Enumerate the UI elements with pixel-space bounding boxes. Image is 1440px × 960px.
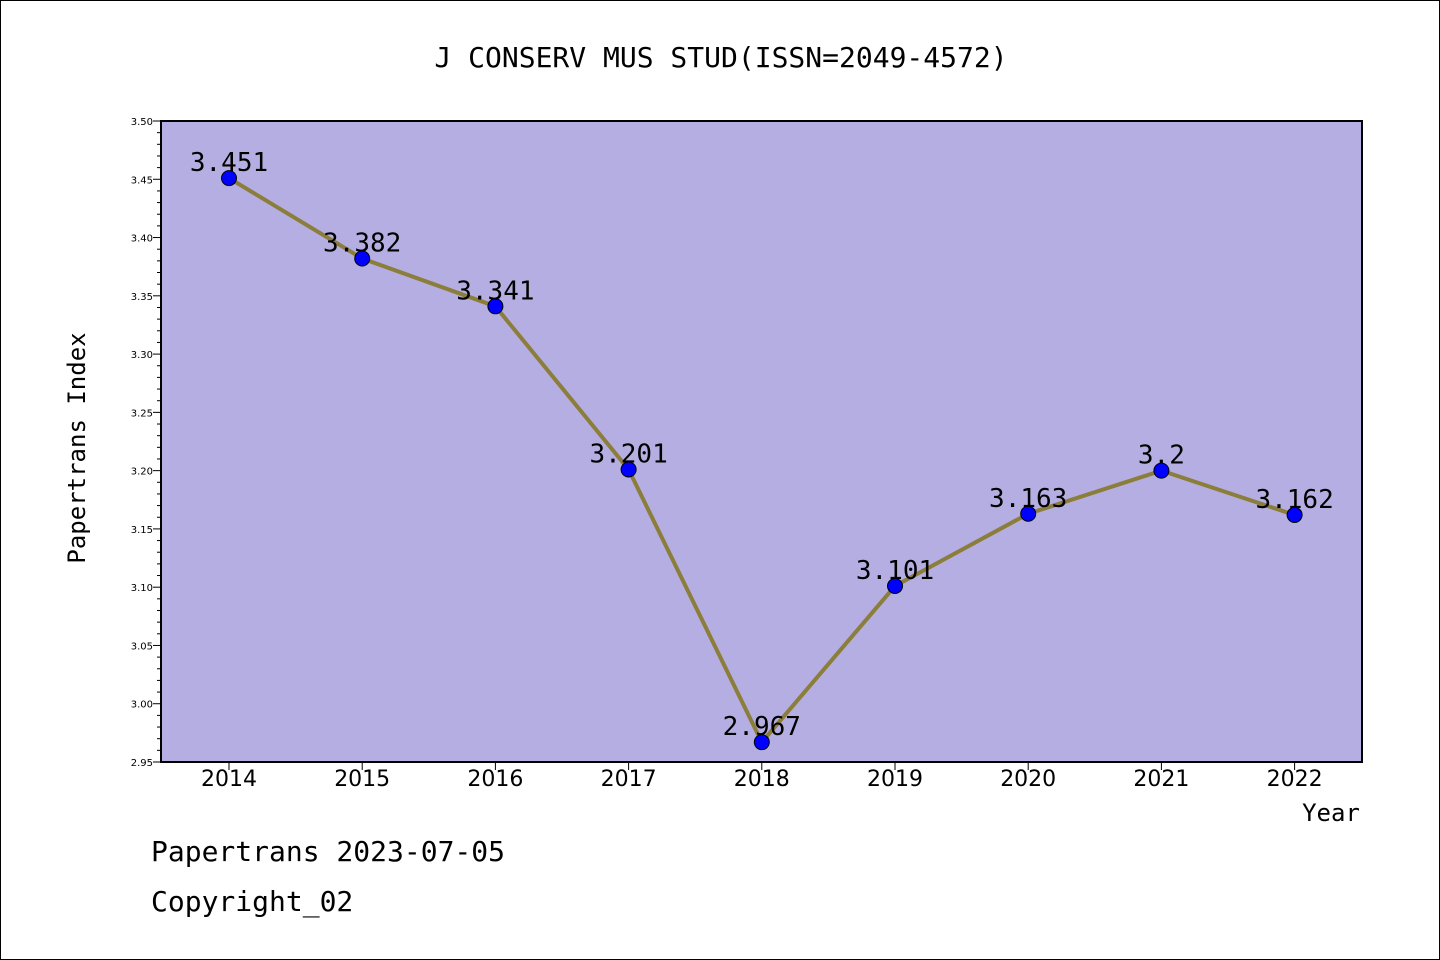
data-point-label: 3.162	[1255, 485, 1333, 515]
data-point-label: 3.201	[589, 439, 667, 469]
x-tick-label: 2015	[334, 767, 390, 792]
y-axis-label: Papertrans Index	[63, 332, 91, 563]
footer-date: Papertrans 2023-07-05	[151, 835, 506, 868]
y-tick-label: 2.95	[131, 758, 153, 769]
x-tick-label: 2021	[1133, 767, 1189, 792]
data-point-marker	[487, 298, 504, 315]
x-tick-label: 2016	[467, 767, 523, 792]
x-axis: 2014 2015 2016 2017 2018 2019 2020 2021 2022	[201, 762, 1323, 792]
data-point-marker	[887, 578, 903, 595]
data-point-marker	[1153, 462, 1170, 479]
y-tick-label: 3.05	[131, 641, 153, 652]
data-markers	[221, 170, 1303, 751]
data-point-label: 3.163	[989, 484, 1067, 514]
x-tick-label: 2014	[201, 767, 257, 792]
y-tick-label: 3.30	[131, 350, 153, 361]
x-tick-label: 2019	[867, 767, 923, 792]
data-point-label: 2.967	[723, 712, 801, 742]
data-point-label: 3.2	[1138, 441, 1185, 471]
y-tick-label: 3.35	[131, 292, 153, 303]
data-point-marker	[620, 461, 637, 478]
x-tick-label: 2020	[1000, 767, 1056, 792]
plot-area	[160, 120, 1363, 763]
y-tick-label: 3.50	[131, 117, 153, 128]
x-tick-label: 2022	[1267, 767, 1323, 792]
data-labels: 3.451 3.382 3.341 3.201 2.967 3.101 3.163 3.2 3.…	[190, 148, 1334, 742]
y-tick-label: 3.00	[131, 700, 153, 711]
data-point-marker	[1286, 506, 1303, 523]
y-tick-label: 3.40	[131, 234, 153, 245]
data-point-label: 3.341	[456, 276, 534, 306]
data-point-label: 3.382	[323, 229, 401, 259]
y-tick-label: 3.10	[131, 583, 153, 594]
data-point-marker	[221, 170, 237, 187]
y-tick-label: 3.15	[131, 525, 153, 536]
y-axis: 2.95 3.00 3.05 3.10 3.15 3.20 3.25 3.30 3.35 3.40…	[131, 117, 161, 769]
data-point-marker	[1020, 505, 1037, 522]
footer-copyright: Copyright_02	[151, 885, 354, 918]
y-tick-label: 3.20	[131, 467, 153, 478]
data-point-label: 3.101	[856, 556, 934, 586]
y-tick-label: 3.45	[131, 175, 153, 186]
data-point-label: 3.451	[190, 148, 268, 178]
x-tick-label: 2017	[601, 767, 657, 792]
x-axis-label: Year	[1302, 799, 1360, 827]
y-tick-label: 3.25	[131, 408, 153, 419]
data-point-marker	[753, 734, 770, 751]
x-tick-label: 2018	[734, 767, 790, 792]
data-point-marker	[354, 250, 371, 267]
chart-title: J CONSERV MUS STUD(ISSN=2049-4572)	[434, 41, 1007, 74]
